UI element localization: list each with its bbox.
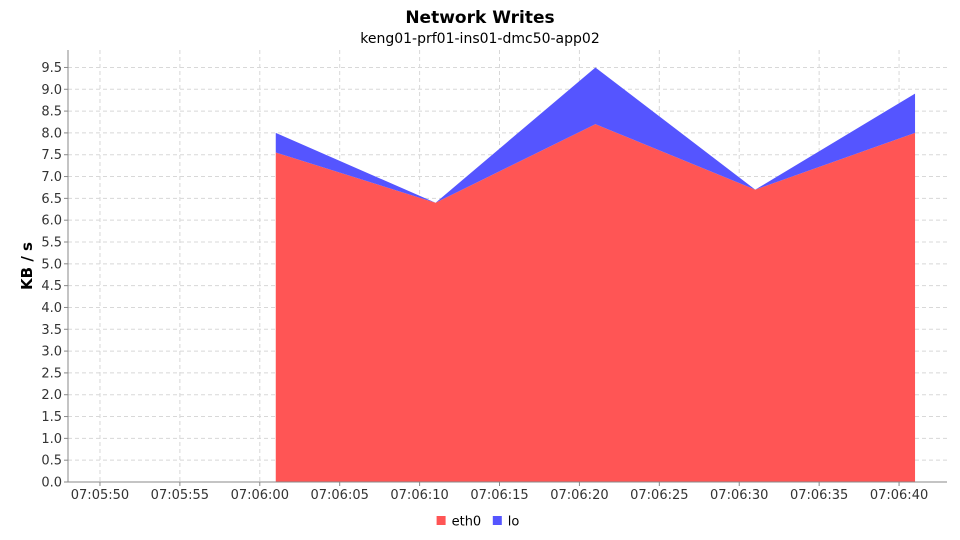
y-tick-label: 9.0 [41, 83, 62, 98]
x-tick-label: 07:06:40 [870, 488, 928, 503]
series-area-eth0 [275, 124, 916, 483]
y-axis-ticks: 0.0 0.5 1.0 1.5 2.0 2.5 3.0 3.5 4.0 4.5 5.0 5.5 6.0 6… [41, 61, 68, 491]
x-tick-label: 07:06:15 [470, 488, 528, 503]
y-axis-label: KB / s [18, 242, 36, 290]
legend-swatch-lo [492, 516, 502, 525]
legend-label-eth0: eth0 [452, 515, 482, 530]
x-tick-label: 07:06:30 [710, 488, 768, 503]
y-tick-label: 7.5 [41, 148, 62, 163]
y-tick-label: 8.5 [41, 105, 62, 120]
x-tick-label: 07:06:35 [790, 488, 848, 503]
legend-swatch-eth0 [436, 516, 446, 525]
x-tick-label: 07:06:10 [390, 488, 448, 503]
y-tick-label: 2.5 [41, 366, 62, 381]
y-tick-label: 4.0 [41, 301, 62, 316]
chart-title: Network Writes [405, 8, 554, 28]
y-tick-label: 4.5 [41, 279, 62, 294]
y-tick-label: 2.0 [41, 388, 62, 403]
x-tick-label: 07:05:50 [71, 488, 129, 503]
y-tick-label: 5.5 [41, 236, 62, 251]
y-tick-label: 1.5 [41, 410, 62, 425]
y-tick-label: 6.5 [41, 192, 62, 207]
x-tick-label: 07:06:20 [550, 488, 608, 503]
y-tick-label: 3.5 [41, 323, 62, 338]
x-tick-label: 07:05:55 [151, 488, 209, 503]
stacked-areas [275, 67, 916, 483]
x-tick-label: 07:06:00 [231, 488, 289, 503]
chart-subtitle: keng01-prf01-ins01-dmc50-app02 [360, 31, 599, 47]
y-tick-label: 9.5 [41, 61, 62, 76]
legend-label-lo: lo [508, 515, 520, 530]
y-tick-label: 6.0 [41, 214, 62, 229]
y-tick-label: 3.0 [41, 345, 62, 360]
series-area-lo [275, 67, 916, 203]
y-tick-label: 0.5 [41, 454, 62, 469]
y-tick-label: 5.0 [41, 257, 62, 272]
x-tick-label: 07:06:05 [310, 488, 368, 503]
legend: eth0 lo [436, 515, 520, 530]
y-tick-label: 0.0 [41, 476, 62, 491]
y-tick-label: 8.0 [41, 126, 62, 141]
x-axis-ticks: 07:05:50 07:05:55 07:06:00 07:06:05 07:06:10… [71, 482, 928, 503]
y-tick-label: 1.0 [41, 432, 62, 447]
x-tick-label: 07:06:25 [630, 488, 688, 503]
y-tick-label: 7.0 [41, 170, 62, 185]
